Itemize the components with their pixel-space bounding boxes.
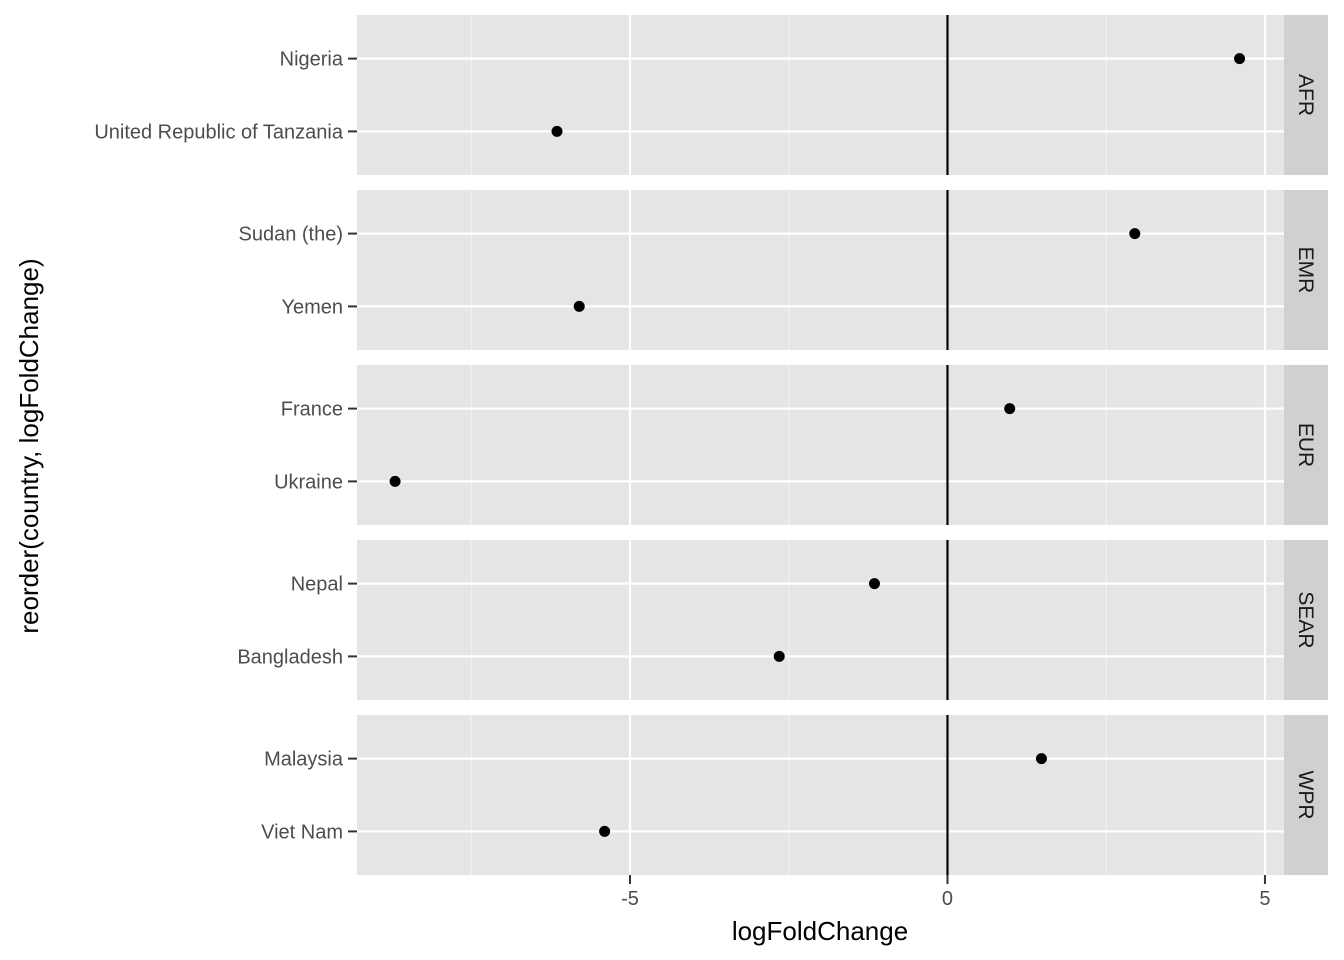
facet-panels: Nigeria United Republic of Tanzania AFR Sud… [94,15,1328,875]
y-tick-label: Ukraine [274,471,343,493]
data-point [389,475,401,487]
facet-strip [1284,15,1328,175]
y-tick-label: Bangladesh [237,646,343,668]
data-point [551,125,563,137]
panel-background [357,365,1284,525]
data-point [573,300,585,312]
data-point [773,650,785,662]
panel-background [357,540,1284,700]
facet-strip [1284,190,1328,350]
data-point [868,578,880,590]
y-tick-label: United Republic of Tanzania [94,121,344,143]
x-axis: -5 0 5 [621,875,1271,910]
data-point [1129,228,1141,240]
facet-panel-emr: Sudan (the) Yemen EMR [238,190,1328,350]
facet-strip [1284,365,1328,525]
panel-background [357,15,1284,175]
facet-strip-label: EMR [1294,247,1317,294]
facet-panel-wpr: Malaysia Viet Nam WPR [261,715,1328,875]
panel-background [357,190,1284,350]
x-tick-label: -5 [621,888,639,910]
facet-strip-label: AFR [1294,74,1317,116]
y-tick-label: Malaysia [264,749,344,771]
facet-strip [1284,540,1328,700]
facet-strip-label: EUR [1294,423,1317,467]
x-axis-title: logFoldChange [732,916,908,946]
data-point [1004,403,1016,415]
x-tick-label: 0 [942,888,953,910]
y-axis-title: reorder(country, logFoldChange) [14,258,44,633]
y-tick-label: Yemen [281,296,343,318]
facet-strip-label: SEAR [1294,591,1317,648]
facet-strip-label: WPR [1294,771,1317,820]
facet-strip [1284,715,1328,875]
x-tick-label: 5 [1259,888,1270,910]
y-tick-label: Viet Nam [261,821,343,843]
y-tick-label: France [281,399,343,421]
facet-panel-afr: Nigeria United Republic of Tanzania AFR [94,15,1328,175]
data-point [599,825,611,837]
data-point [1035,753,1047,765]
facet-panel-eur: France Ukraine EUR [274,365,1328,525]
y-tick-label: Nigeria [280,49,344,71]
y-tick-label: Nepal [291,574,343,596]
facet-panel-sear: Nepal Bangladesh SEAR [237,540,1328,700]
y-tick-label: Sudan (the) [238,224,343,246]
panel-background [357,715,1284,875]
data-point [1234,53,1246,65]
